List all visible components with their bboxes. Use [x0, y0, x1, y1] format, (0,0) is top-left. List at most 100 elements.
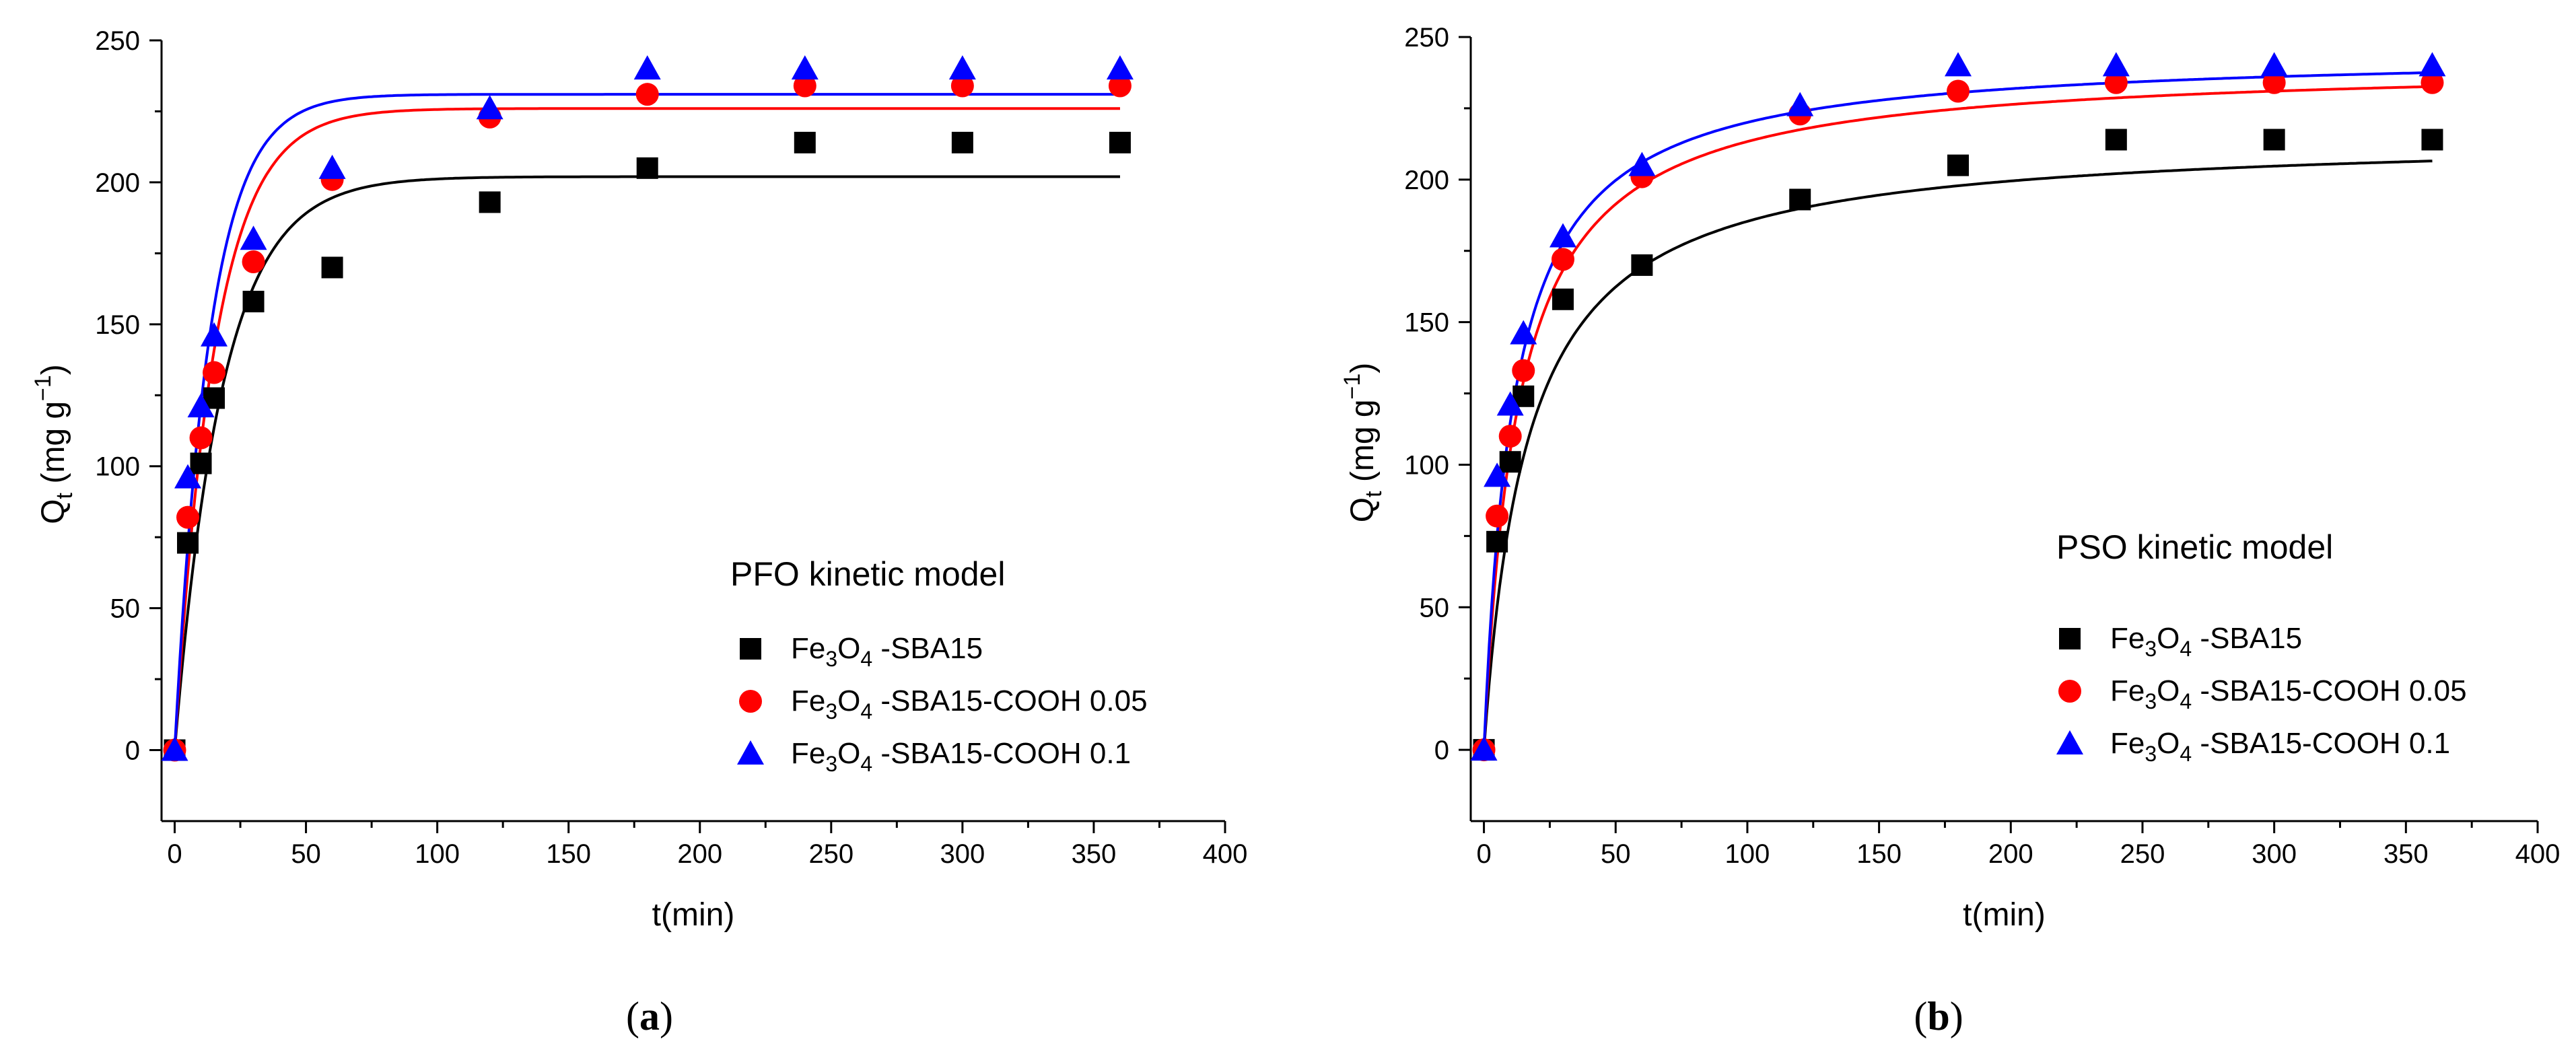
data-point-series-1: [189, 426, 213, 450]
data-point-series-2: [2418, 52, 2446, 77]
panel-label: (a): [626, 994, 673, 1038]
y-tick-label: 150: [1404, 308, 1449, 338]
data-point-series-1: [635, 83, 659, 106]
x-tick-label: 350: [2383, 839, 2429, 869]
x-tick-label: 50: [291, 839, 321, 869]
x-tick-label: 100: [415, 839, 460, 869]
data-point-series-2: [1106, 55, 1134, 80]
data-point-series-1: [2421, 71, 2444, 94]
legend-title: PSO kinetic model: [2056, 528, 2333, 566]
data-point-series-1: [242, 250, 265, 274]
data-point-series-1: [1512, 359, 1535, 382]
panel-b: 0 50 100 150 200 250 300 350 400 0 50 100 150 200 250 t…: [1339, 23, 2560, 1038]
data-point-series-2: [187, 393, 215, 418]
y-axis-label: Qt (mg g−1): [30, 364, 77, 524]
x-tick-label: 0: [1476, 839, 1491, 869]
x-axis-label: t(min): [1963, 897, 2046, 933]
data-point-series-0: [1631, 254, 1653, 276]
data-point-series-2: [2260, 52, 2288, 77]
legend-label-0: Fe3O4 -SBA15: [791, 632, 983, 671]
x-axis-label: t(min): [652, 897, 735, 933]
data-point-series-0: [1499, 451, 1521, 473]
data-point-series-0: [242, 291, 265, 313]
data-point-series-1: [176, 505, 200, 529]
x-tick-label: 300: [940, 839, 985, 869]
data-point-series-2: [201, 322, 228, 347]
y-tick-label: 100: [1404, 450, 1449, 480]
data-point-series-2: [174, 464, 202, 489]
data-point-series-2: [476, 95, 503, 120]
data-point-series-1: [2262, 71, 2286, 94]
data-point-series-2: [1945, 52, 1972, 77]
legend-marker-2: [2056, 730, 2083, 754]
data-point-series-2: [1484, 462, 1511, 487]
data-point-series-2: [1510, 320, 1537, 345]
data-point-series-1: [1947, 79, 1970, 103]
legend-label-1: Fe3O4 -SBA15-COOH 0.05: [2110, 674, 2467, 713]
x-tick-label: 100: [1725, 839, 1770, 869]
data-point-series-2: [1549, 223, 1576, 248]
legend-title: PFO kinetic model: [730, 555, 1005, 593]
legend-marker-1: [739, 690, 762, 713]
y-tick-label: 200: [1404, 166, 1449, 195]
data-point-series-0: [2263, 129, 2285, 151]
legend-marker-2: [737, 740, 764, 765]
y-tick-label: 250: [95, 26, 140, 56]
x-tick-label: 200: [1988, 839, 2033, 869]
data-point-series-0: [1947, 154, 1970, 176]
y-tick-label: 0: [125, 736, 140, 766]
data-point-series-0: [1486, 530, 1508, 553]
panel-a: 0 50 100 150 200 250 300 350 400 0 50 100 150 200 250 t…: [30, 26, 1247, 1038]
data-point-series-1: [1551, 248, 1574, 271]
data-point-series-2: [633, 55, 661, 80]
legend-marker-1: [2058, 680, 2081, 703]
legend-marker-0: [2059, 628, 2081, 649]
x-tick-label: 250: [2120, 839, 2165, 869]
data-point-series-0: [951, 131, 973, 153]
data-point-series-2: [1470, 736, 1498, 761]
data-point-series-0: [2105, 129, 2127, 151]
y-tick-label: 0: [1434, 736, 1449, 765]
data-point-series-1: [1108, 74, 1132, 98]
data-point-series-0: [190, 452, 212, 474]
fit-curve-series-0: [1482, 160, 2433, 750]
y-tick-label: 150: [95, 310, 140, 340]
x-tick-label: 400: [2515, 839, 2561, 869]
legend-marker-0: [740, 638, 761, 660]
data-point-series-0: [479, 191, 501, 213]
y-tick-label: 50: [110, 594, 141, 624]
data-point-series-0: [1789, 188, 1811, 211]
data-point-series-0: [177, 532, 199, 554]
x-tick-label: 0: [167, 839, 182, 869]
data-point-series-0: [1109, 131, 1131, 153]
data-point-series-1: [1498, 425, 1522, 448]
data-point-series-0: [636, 157, 658, 179]
x-tick-label: 250: [808, 839, 854, 869]
y-tick-label: 50: [1420, 593, 1450, 623]
x-tick-label: 400: [1203, 839, 1248, 869]
data-point-series-1: [1486, 504, 1509, 528]
y-tick-label: 100: [95, 452, 140, 482]
data-point-series-2: [240, 225, 267, 250]
y-tick-label: 200: [95, 168, 140, 198]
x-tick-label: 350: [1072, 839, 1117, 869]
data-point-series-2: [2102, 52, 2130, 77]
data-point-series-1: [793, 74, 816, 98]
data-point-series-1: [950, 74, 974, 98]
data-point-series-1: [203, 361, 226, 384]
legend-label-2: Fe3O4 -SBA15-COOH 0.1: [791, 737, 1131, 776]
data-point-series-0: [794, 131, 816, 153]
panel-label: (b): [1914, 994, 1963, 1038]
y-axis-label: Qt (mg g−1): [1339, 363, 1387, 523]
data-point-series-0: [2421, 129, 2443, 151]
data-point-series-2: [161, 736, 188, 761]
legend-label-1: Fe3O4 -SBA15-COOH 0.05: [791, 684, 1148, 724]
x-tick-label: 200: [677, 839, 722, 869]
data-point-series-2: [318, 154, 346, 179]
x-tick-label: 150: [1856, 839, 1902, 869]
data-point-series-0: [1552, 288, 1574, 310]
y-tick-label: 250: [1404, 23, 1449, 52]
x-tick-label: 50: [1601, 839, 1631, 869]
data-point-series-2: [1628, 151, 1656, 176]
